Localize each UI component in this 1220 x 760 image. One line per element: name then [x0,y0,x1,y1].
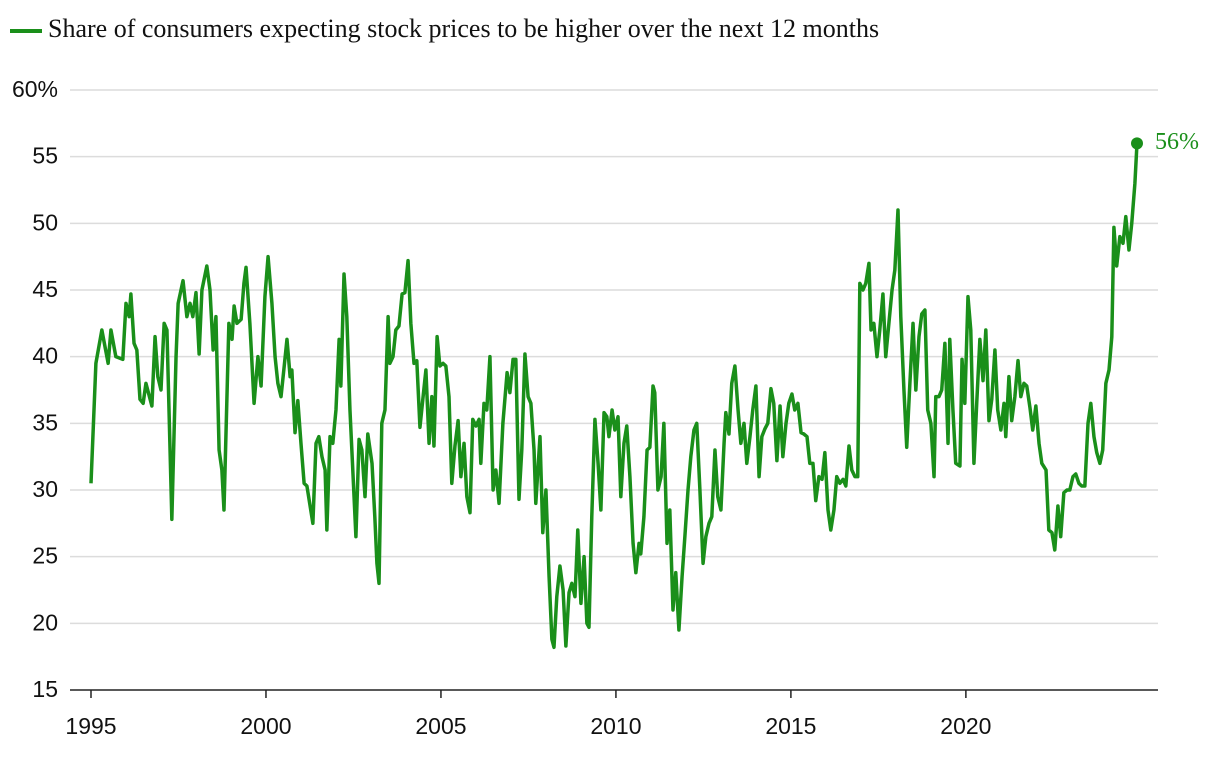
legend-label: Share of consumers expecting stock price… [48,14,879,43]
y-tick-label: 25 [32,543,58,569]
end-label: 56% [1155,129,1199,155]
y-tick-label: 55 [32,143,58,169]
y-tick-label: 40 [32,343,58,369]
data-line [89,143,1139,650]
y-tick-label: 30 [32,476,58,502]
x-tick-label: 2015 [765,713,816,739]
end-point [1131,137,1144,150]
y-tick-label: 35 [32,409,58,435]
x-tick-label: 2020 [940,713,991,739]
y-tick-label: 45 [32,276,58,302]
x-tick-label: 1995 [65,713,116,739]
y-tick-label: 20 [32,609,58,635]
y-tick-label: 50 [32,209,58,235]
x-tick-label: 2005 [415,713,466,739]
x-tick-label: 2000 [240,713,291,739]
y-tick-label: 60% [12,76,58,102]
y-tick-label: 15 [32,676,58,702]
x-tick-label: 2010 [590,713,641,739]
